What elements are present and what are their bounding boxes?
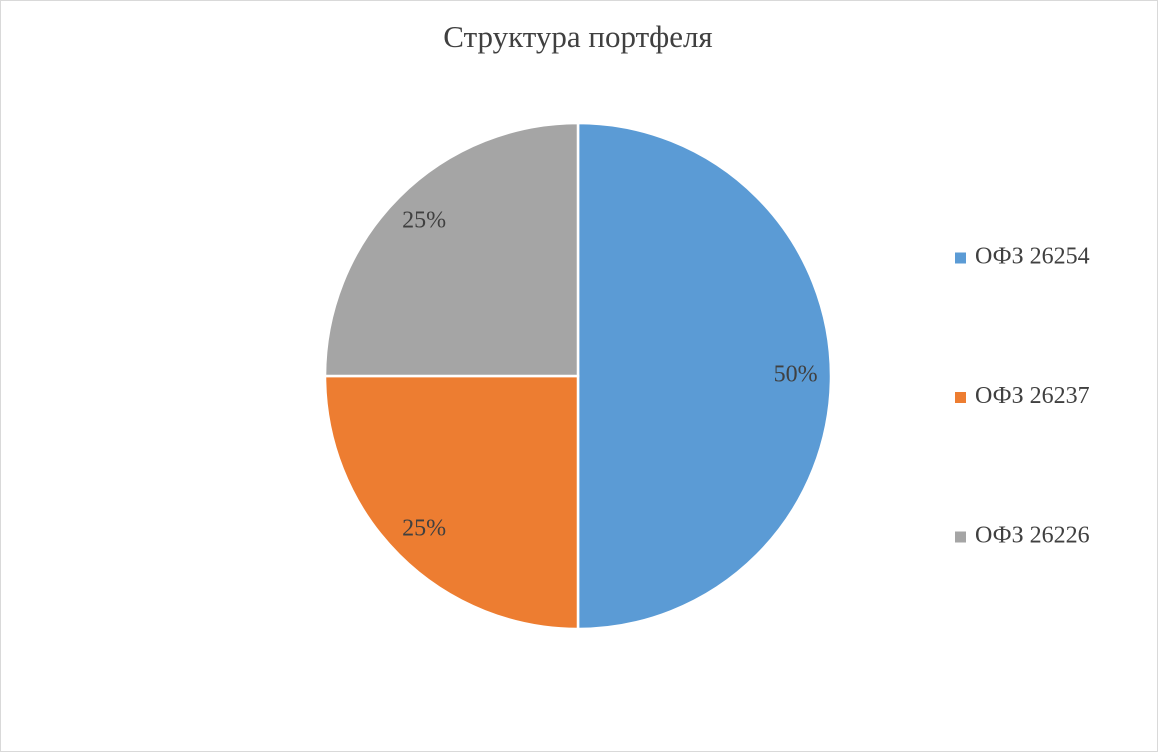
data-label: 50% [774, 362, 818, 388]
data-label: 25% [402, 208, 446, 234]
legend-swatch [955, 392, 966, 403]
data-label: 25% [402, 515, 446, 541]
chart-title: Структура портфеля [443, 19, 712, 54]
pie-slice [323, 121, 580, 378]
legend-swatch [955, 531, 966, 543]
pie-slice [323, 374, 580, 631]
legend-label: ОФЗ 26226 [975, 523, 1090, 549]
legend-swatch [955, 252, 966, 264]
legend-label: ОФЗ 26237 [975, 383, 1090, 409]
legend-label: ОФЗ 26254 [975, 244, 1090, 270]
pie-slice [576, 121, 833, 631]
